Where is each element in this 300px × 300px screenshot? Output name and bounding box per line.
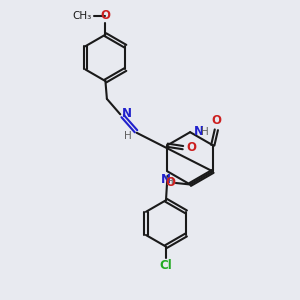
Text: O: O	[100, 9, 110, 22]
Text: Cl: Cl	[160, 259, 172, 272]
Text: CH₃: CH₃	[72, 11, 91, 21]
Text: N: N	[161, 173, 171, 186]
Text: O: O	[211, 114, 221, 128]
Text: O: O	[166, 176, 176, 189]
Text: N: N	[194, 125, 204, 138]
Text: H: H	[200, 127, 208, 136]
Text: N: N	[122, 107, 132, 120]
Text: H: H	[166, 177, 173, 188]
Text: H: H	[124, 131, 132, 141]
Text: O: O	[186, 141, 196, 154]
